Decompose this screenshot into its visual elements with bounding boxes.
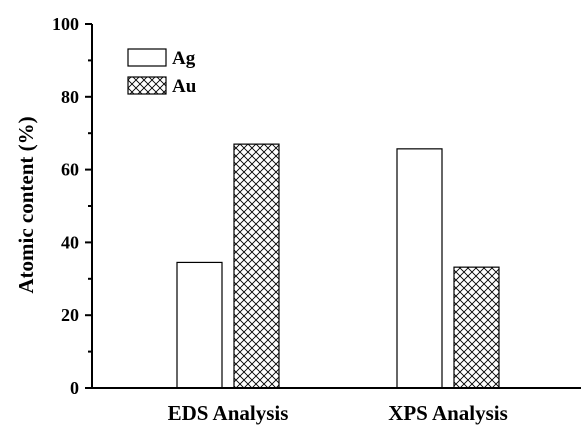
y-tick-label: 80 bbox=[61, 87, 79, 107]
y-tick-label: 0 bbox=[70, 378, 79, 398]
y-tick-label: 60 bbox=[61, 160, 79, 180]
y-tick-label: 40 bbox=[61, 232, 79, 252]
bar-au-0 bbox=[233, 143, 280, 389]
bar-ag-1 bbox=[396, 148, 443, 389]
y-tick-label: 100 bbox=[52, 14, 79, 34]
legend-label-ag: Ag bbox=[172, 48, 196, 69]
category-labels: EDS Analysis XPS Analysis bbox=[168, 401, 508, 425]
bars-group bbox=[176, 143, 500, 389]
legend-swatch-au bbox=[127, 76, 167, 95]
y-tick-label: 20 bbox=[61, 305, 79, 325]
x-category-label: EDS Analysis bbox=[168, 401, 289, 425]
legend: Ag Au bbox=[127, 48, 197, 97]
y-axis-title: Atomic content (%) bbox=[14, 116, 38, 293]
bar-ag-0 bbox=[176, 261, 223, 389]
legend-label-au: Au bbox=[172, 76, 197, 97]
bar-au-1 bbox=[453, 266, 500, 389]
legend-swatch-ag bbox=[127, 48, 167, 67]
x-category-label: XPS Analysis bbox=[388, 401, 508, 425]
ticks-group: 0 20 40 60 80 100 bbox=[52, 14, 92, 398]
